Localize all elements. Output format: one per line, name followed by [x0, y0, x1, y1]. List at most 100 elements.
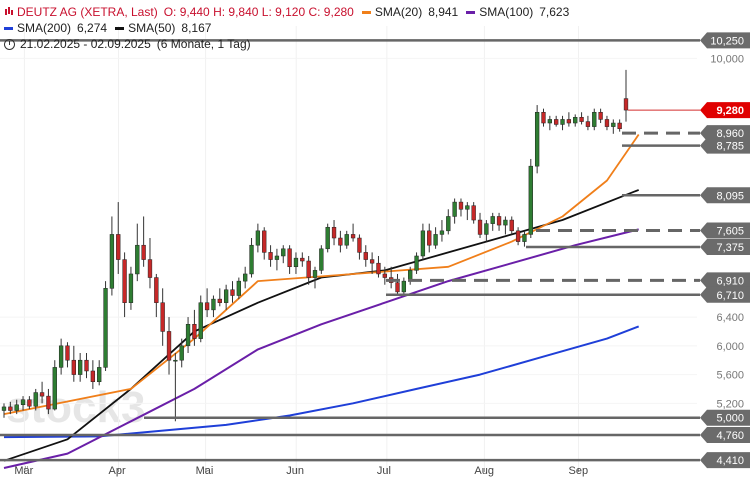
- price-level-tag-8: [700, 409, 750, 426]
- candle-body: [39, 392, 45, 397]
- candle-body: [274, 255, 280, 260]
- candle-body: [604, 119, 610, 127]
- y-tick-label-1: 6,400: [716, 312, 744, 324]
- candle-body: [503, 219, 508, 226]
- candle-body: [414, 255, 419, 271]
- sma200-value: 6,274: [77, 21, 108, 35]
- candle-body: [52, 367, 57, 410]
- candle-body: [547, 119, 552, 124]
- price-level-label-8: 5,000: [716, 413, 744, 425]
- candle-body: [109, 234, 115, 289]
- candle-body: [598, 111, 603, 120]
- candle-body: [325, 226, 330, 250]
- price-level-tag-7: [700, 286, 750, 303]
- month-label-3: Jun: [286, 465, 304, 477]
- candle-body: [471, 205, 476, 221]
- sma20-label: SMA(20): [374, 5, 423, 19]
- candle-body: [243, 273, 248, 282]
- price-level-label-2: 8,785: [716, 141, 744, 153]
- sma200-line: [3, 325, 640, 439]
- month-label-6: Sep: [569, 465, 589, 477]
- candle-body: [573, 117, 578, 124]
- candle-body: [135, 244, 140, 275]
- chart-legend: DEUTZ AG (XETRA, Last) O: 9,440 H: 9,840…: [4, 4, 569, 52]
- candle-body: [192, 324, 197, 339]
- candle-body: [554, 119, 559, 125]
- candle-body: [496, 216, 502, 226]
- candle-body: [446, 216, 451, 232]
- candle-body: [592, 111, 597, 127]
- candle-body: [217, 298, 222, 303]
- candle-body: [585, 121, 591, 127]
- sma20-swatch: [361, 10, 371, 14]
- candle-body: [160, 302, 165, 332]
- candle-body: [90, 370, 96, 383]
- candle-body: [319, 248, 324, 271]
- price-level-label-0: 10,250: [710, 35, 744, 47]
- y-tick-label-3: 5,600: [716, 370, 744, 382]
- price-level-tag-0: [700, 32, 750, 49]
- candle-body: [103, 288, 108, 368]
- sma100-line: [3, 228, 639, 469]
- candle-body: [198, 302, 203, 339]
- candle-body: [46, 395, 51, 410]
- candle-body: [312, 270, 318, 278]
- y-tick-label-0: 10,000: [710, 53, 744, 65]
- sma20-value: 8,941: [428, 5, 459, 19]
- candle-body: [376, 262, 381, 275]
- candle-body: [465, 205, 470, 210]
- candle-body: [382, 273, 387, 278]
- candle-body: [433, 234, 438, 246]
- candle-body: [560, 119, 565, 125]
- clock-icon: [4, 38, 15, 50]
- candle-body: [8, 406, 13, 411]
- y-tick-label-4: 5,200: [716, 398, 744, 410]
- candle-body: [154, 277, 159, 303]
- month-label-4: Jul: [377, 465, 391, 477]
- sma200-swatch: [4, 26, 13, 30]
- price-level-label-4: 7,605: [716, 225, 744, 237]
- candle-body: [401, 280, 407, 293]
- month-label-5: Aug: [474, 465, 494, 477]
- candle-body: [204, 302, 210, 311]
- candle-body: [58, 345, 64, 368]
- candle-body: [1, 406, 7, 411]
- candle-body: [306, 260, 311, 278]
- candle-body: [128, 273, 134, 303]
- candle-body: [363, 252, 368, 260]
- candle-body: [249, 244, 254, 275]
- candle-body: [350, 234, 356, 239]
- sma200-label: SMA(200): [17, 21, 72, 35]
- candle-body: [357, 237, 362, 253]
- price-level-tag-3: [700, 187, 750, 204]
- price-level-label-6: 6,910: [716, 275, 744, 287]
- candle-body: [490, 216, 495, 224]
- price-level-tag-10: [700, 452, 750, 469]
- price-level-tag-6: [700, 272, 750, 289]
- candle-body: [611, 122, 616, 127]
- month-label-1: Apr: [108, 465, 125, 477]
- candle-body: [515, 230, 521, 242]
- price-level-tag-5: [700, 239, 750, 255]
- candle-body: [71, 359, 76, 375]
- candle-body: [173, 359, 178, 362]
- month-label-2: Mai: [196, 465, 214, 477]
- sma100-label: SMA(100): [479, 5, 534, 19]
- candle-body: [33, 392, 38, 407]
- candle-body: [427, 230, 432, 246]
- candle-body: [27, 399, 32, 407]
- candle-body: [116, 234, 121, 260]
- sma50-swatch: [115, 26, 125, 30]
- range-detail: (6 Monate, 1 Tag): [156, 37, 251, 51]
- candle-body: [331, 226, 337, 239]
- chart-type-icon: [4, 4, 14, 20]
- candle-body: [179, 345, 184, 361]
- price-level-label-7: 6,710: [716, 290, 744, 302]
- sma100-value: 7,623: [539, 5, 570, 19]
- candle-body: [566, 119, 572, 124]
- candle-body: [293, 257, 299, 268]
- sma100-swatch: [466, 10, 476, 14]
- candle-body: [141, 244, 146, 260]
- last-price-label: 9,280: [716, 105, 744, 117]
